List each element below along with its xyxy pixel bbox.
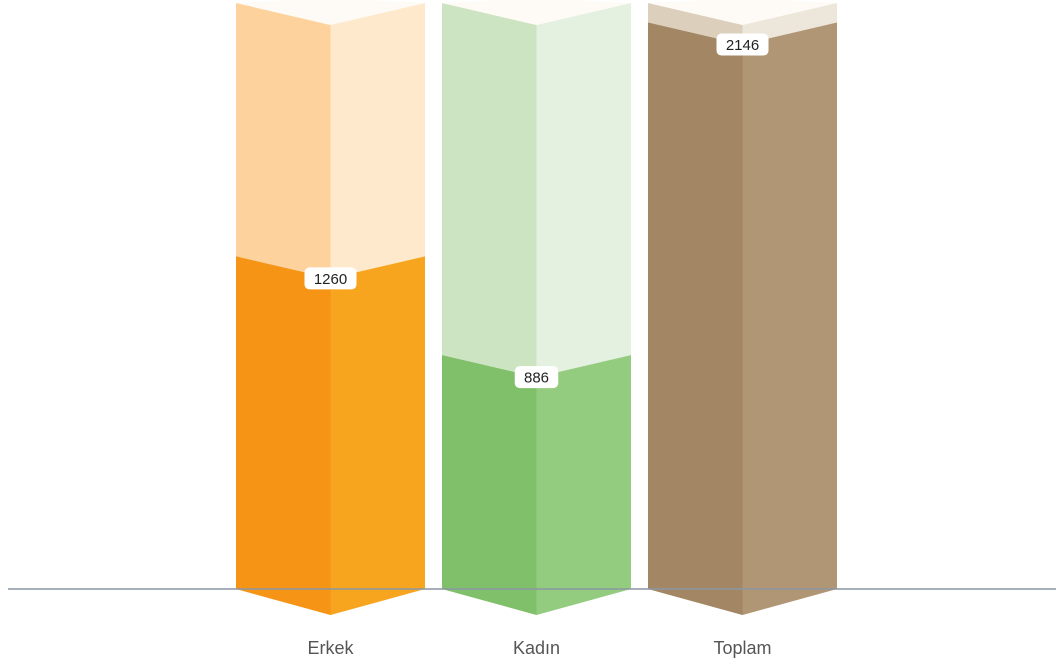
value-label-kad-n: 886 [514,366,559,389]
bar-side-toplam [742,22,837,616]
value-label-toplam: 2146 [716,33,769,56]
value-badge [304,267,357,290]
category-label-toplam: Toplam [713,638,771,658]
value-text: 2146 [726,37,759,54]
category-label-erkek: Erkek [307,638,354,658]
bar-cap-kad-n [442,0,631,25]
bar-cap-erkek [236,0,425,25]
bar-erkek [236,256,331,615]
value-text: 1260 [314,271,347,288]
value-label-erkek: 1260 [304,267,357,290]
bars-layer [236,0,837,616]
bar-side-kad-n [536,355,631,615]
value-text: 886 [524,370,549,387]
bar-cap-toplam [648,0,837,25]
bar-side-erkek [330,256,425,615]
bar-toplam [648,22,743,616]
value-badge [514,366,559,389]
value-badge [716,33,769,56]
labels-layer: 1260 Erkek 886 Kadın 2146 Toplam [304,33,772,658]
bar-kad-n [442,355,537,615]
category-label-kad-n: Kadın [513,638,560,658]
